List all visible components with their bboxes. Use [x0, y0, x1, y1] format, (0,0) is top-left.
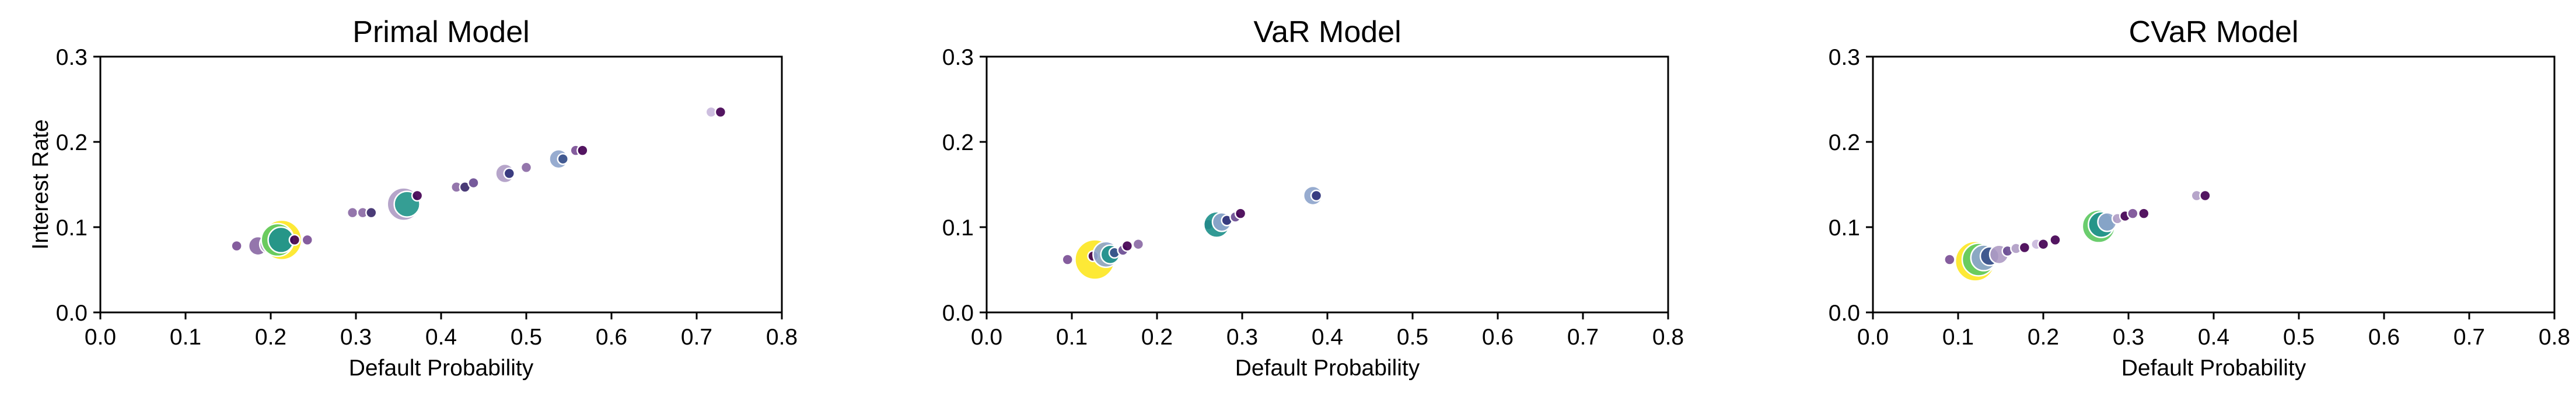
- y-tick-label: 0.1: [56, 215, 88, 241]
- data-points: [1061, 185, 1323, 280]
- x-tick-label: 0.6: [1482, 325, 1514, 350]
- x-tick-label: 0.1: [1942, 325, 1974, 350]
- data-point: [2127, 207, 2139, 220]
- chart-panel-1: Primal Model 0.0 0.1 0.2 0.3 0.4 0.5 0.6 0.7 0.8 0…: [28, 15, 798, 381]
- data-point: [365, 206, 378, 219]
- x-tick-label: 0.8: [2539, 325, 2570, 350]
- y-tick-label: 0.1: [1829, 215, 1860, 241]
- data-point: [346, 206, 359, 219]
- chart-panel-2: VaR Model 0.0 0.1 0.2 0.3 0.4 0.5 0.6 0.7 0.8 0.0 0…: [942, 15, 1684, 381]
- data-point: [2138, 207, 2150, 220]
- data-point: [2199, 189, 2211, 202]
- data-point: [301, 234, 314, 246]
- x-tick-label: 0.4: [425, 325, 457, 350]
- y-tick-label: 0.2: [56, 130, 88, 155]
- x-tick-label: 0.2: [2028, 325, 2059, 350]
- x-tick-label: 0.2: [255, 325, 286, 350]
- y-tick-label: 0.3: [1829, 45, 1860, 70]
- data-point: [467, 176, 480, 189]
- y-tick-label: 0.0: [56, 301, 88, 326]
- x-tick-label: 0.5: [511, 325, 542, 350]
- data-points: [1944, 189, 2211, 282]
- x-tick-label: 0.1: [1056, 325, 1088, 350]
- x-tick-label: 0.7: [681, 325, 712, 350]
- data-point: [2037, 238, 2050, 251]
- data-point: [503, 167, 516, 180]
- x-tick-label: 0.7: [1567, 325, 1599, 350]
- data-point: [288, 234, 301, 246]
- data-point: [1234, 207, 1247, 220]
- y-tick-label: 0.1: [942, 215, 974, 241]
- x-axis-label: Default Probability: [1235, 356, 1420, 381]
- y-tick-label: 0.2: [942, 130, 974, 155]
- data-point: [1061, 253, 1074, 266]
- x-tick-label: 0.6: [596, 325, 627, 350]
- y-axis-label: Interest Rate: [28, 119, 53, 249]
- data-point: [520, 161, 533, 174]
- data-point: [1121, 239, 1134, 252]
- data-point: [230, 239, 243, 252]
- y-tick-label: 0.0: [942, 301, 974, 326]
- chart-title: Primal Model: [352, 15, 529, 49]
- x-tick-label: 0.3: [2113, 325, 2144, 350]
- data-point: [2018, 241, 2031, 254]
- data-point: [557, 152, 569, 165]
- x-tick-label: 0.6: [2368, 325, 2400, 350]
- x-axis-label: Default Probability: [2121, 356, 2306, 381]
- x-tick-label: 0.8: [766, 325, 798, 350]
- plot-frame: [985, 55, 1669, 314]
- chart-title: VaR Model: [1253, 15, 1401, 49]
- data-point: [411, 189, 424, 202]
- data-point: [1132, 238, 1145, 251]
- data-point: [1944, 253, 1956, 266]
- x-tick-label: 0.7: [2453, 325, 2485, 350]
- y-tick-label: 0.3: [56, 45, 88, 70]
- x-tick-label: 0.0: [1857, 325, 1889, 350]
- data-point: [2049, 234, 2061, 246]
- x-tick-label: 0.8: [1652, 325, 1684, 350]
- chart-panel-3: CVaR Model 0.0 0.1 0.2 0.3 0.4 0.5 0.6 0.7 0.8 0.0…: [1829, 15, 2570, 381]
- x-tick-label: 0.3: [340, 325, 372, 350]
- plot-frame: [1872, 55, 2556, 314]
- x-tick-label: 0.4: [2198, 325, 2229, 350]
- x-tick-label: 0.3: [1226, 325, 1258, 350]
- y-tick-label: 0.3: [942, 45, 974, 70]
- y-tick-label: 0.0: [1829, 301, 1860, 326]
- data-points: [230, 106, 727, 261]
- chart-title: CVaR Model: [2129, 15, 2299, 49]
- x-tick-label: 0.0: [85, 325, 116, 350]
- x-tick-label: 0.1: [170, 325, 201, 350]
- x-tick-label: 0.2: [1141, 325, 1173, 350]
- data-point: [576, 144, 589, 156]
- plot-frame: [99, 55, 783, 314]
- x-tick-label: 0.5: [1397, 325, 1428, 350]
- x-tick-label: 0.5: [2283, 325, 2315, 350]
- data-point: [1310, 189, 1323, 202]
- x-tick-label: 0.0: [971, 325, 1002, 350]
- y-tick-label: 0.2: [1829, 130, 1860, 155]
- x-tick-label: 0.4: [1312, 325, 1343, 350]
- x-axis-label: Default Probability: [349, 356, 534, 381]
- data-point: [714, 106, 727, 119]
